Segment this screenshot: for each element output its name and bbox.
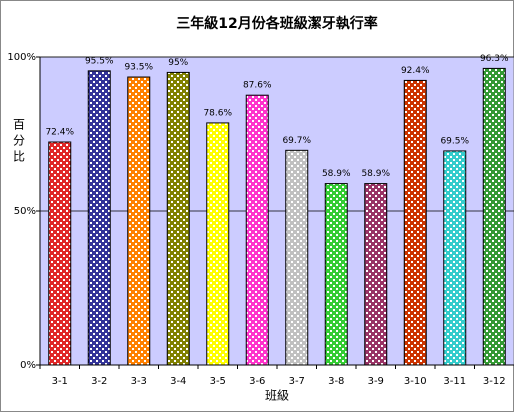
data-label: 69.5% [440,136,469,146]
data-label: 96.3% [480,54,509,64]
y-tick-label: 0% [20,360,36,371]
data-label: 58.9% [322,169,351,179]
data-label: 93.5% [124,63,153,73]
x-tick-label: 3-1 [52,376,68,387]
chart-title: 三年級12月份各班級潔牙執行率 [176,15,377,32]
data-label: 95% [168,58,188,68]
x-tick-label: 3-12 [483,376,506,387]
bar [482,67,506,366]
x-tick-label: 3-7 [289,376,305,387]
x-axis-label: 班級 [265,389,289,403]
bar [443,150,467,366]
data-label: 58.9% [361,169,390,179]
bar [48,141,72,366]
x-tick-label: 3-6 [249,376,265,387]
bar [403,79,427,366]
bar [245,94,269,366]
x-tick-label: 3-3 [131,376,147,387]
bar [166,71,190,366]
y-tick-label: 50% [14,206,36,217]
data-label: 92.4% [401,66,430,76]
y-axis-label: 百分比 [12,118,26,166]
bar [206,122,230,366]
data-label: 78.6% [203,108,232,118]
x-tick-label: 3-11 [443,376,466,387]
x-tick-label: 3-2 [91,376,107,387]
x-tick-label: 3-9 [368,376,384,387]
bar [364,183,388,366]
bar [285,149,309,366]
x-tick-label: 3-8 [328,376,344,387]
data-label: 69.7% [282,136,311,146]
bar [324,183,348,366]
data-label: 72.4% [45,128,74,138]
y-tick-label: 100% [7,52,36,63]
bar [87,70,111,366]
data-label: 95.5% [85,56,114,66]
bar [127,76,151,366]
data-label: 87.6% [243,81,272,91]
x-tick-label: 3-4 [170,376,186,387]
x-tick-label: 3-5 [210,376,226,387]
x-tick-label: 3-10 [404,376,427,387]
